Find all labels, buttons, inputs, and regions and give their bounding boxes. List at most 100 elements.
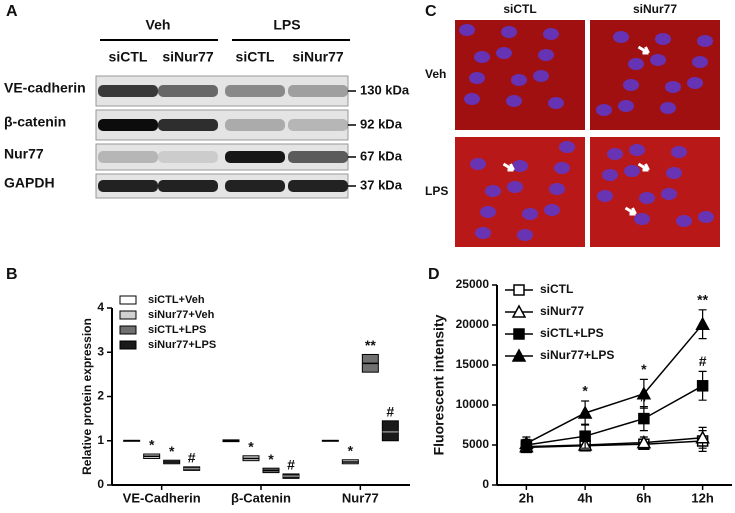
nucleus <box>676 215 692 227</box>
nucleus <box>613 31 629 43</box>
nucleus <box>480 206 496 218</box>
nucleus <box>692 56 708 68</box>
blot-band <box>158 85 218 97</box>
nucleus <box>597 190 613 202</box>
nucleus <box>511 74 527 86</box>
y-tick-label: 0 <box>482 477 489 491</box>
size-label: 130 kDa <box>360 82 410 97</box>
panel-label: C <box>425 3 437 20</box>
x-tick-label: VE-Cadherin <box>123 490 201 505</box>
nucleus <box>517 229 533 241</box>
blot-band <box>158 151 218 163</box>
blot-band <box>288 151 348 163</box>
marker <box>511 348 527 362</box>
nucleus <box>501 26 517 38</box>
legend-label: siCTL <box>540 282 573 296</box>
marker <box>513 328 525 340</box>
size-label: 37 kDa <box>360 177 403 192</box>
blot-band <box>225 180 285 192</box>
marker <box>519 435 534 450</box>
nucleus <box>533 70 549 82</box>
legend-swatch <box>119 340 137 350</box>
nucleus <box>665 81 681 93</box>
panel-label: D <box>428 266 440 283</box>
nucleus <box>470 158 486 170</box>
marker <box>695 430 710 444</box>
row-label: Veh <box>425 67 446 81</box>
blot-band <box>158 180 218 192</box>
nucleus <box>522 208 538 220</box>
marker <box>511 304 527 318</box>
nucleus <box>650 54 666 66</box>
lane-label: siCTL <box>109 49 148 65</box>
nucleus <box>666 167 682 179</box>
legend-label: siNur77+Veh <box>148 309 215 321</box>
y-axis-label: Fluorescent intensity <box>431 314 447 455</box>
nucleus <box>464 93 480 105</box>
y-tick-label: 15000 <box>456 357 490 371</box>
nucleus <box>618 100 634 112</box>
blot-band <box>98 119 158 131</box>
marker <box>579 430 591 442</box>
nucleus <box>639 192 655 204</box>
nucleus <box>634 213 650 225</box>
annotation: * <box>149 437 155 453</box>
series-line <box>526 437 703 448</box>
arrow <box>637 162 650 172</box>
marker <box>696 380 709 392</box>
annotation: * <box>641 361 647 377</box>
lane-label: siCTL <box>236 49 275 65</box>
y-tick-label: 1 <box>97 433 104 447</box>
panel-label: B <box>6 266 18 283</box>
nucleus <box>661 188 677 200</box>
legend-label: siNur77 <box>540 304 584 318</box>
nucleus <box>474 51 490 63</box>
nucleus <box>655 33 671 45</box>
nucleus <box>507 181 523 193</box>
legend-label: siCTL+LPS <box>148 324 206 336</box>
y-tick-label: 20000 <box>456 317 490 331</box>
arrow <box>637 45 650 55</box>
annotation: # <box>386 404 394 420</box>
nucleus <box>697 35 713 47</box>
annotation: * <box>582 383 588 399</box>
y-axis-label: Relative protein expression <box>80 318 94 475</box>
nucleus <box>660 102 676 114</box>
nucleus <box>459 24 475 36</box>
nucleus <box>549 183 565 195</box>
row-label: Nur77 <box>4 146 44 162</box>
y-tick-label: 5000 <box>462 437 489 451</box>
row-label: GAPDH <box>4 175 55 191</box>
blot-band <box>98 151 158 163</box>
nucleus <box>698 211 714 223</box>
nucleus <box>475 227 491 239</box>
arrow <box>502 162 515 172</box>
marker <box>636 386 652 400</box>
marker <box>695 316 710 330</box>
y-tick-label: 3 <box>97 344 104 358</box>
x-tick-label: 4h <box>578 490 593 505</box>
nucleus <box>485 185 501 197</box>
nucleus <box>629 144 645 156</box>
y-tick-label: 25000 <box>456 277 490 291</box>
nucleus <box>512 160 528 172</box>
blot-band <box>288 119 348 131</box>
annotation: * <box>248 438 254 454</box>
nucleus <box>506 95 522 107</box>
marker <box>636 435 652 449</box>
nucleus <box>596 104 612 116</box>
lane-label: siNur77 <box>162 49 214 65</box>
legend-label: siNur77+LPS <box>148 339 216 351</box>
row-label: β-catenin <box>4 114 66 130</box>
nucleus <box>623 79 639 91</box>
nucleus <box>602 169 618 181</box>
group-label: LPS <box>273 17 300 33</box>
nucleus <box>628 58 644 70</box>
annotation: # <box>287 457 295 473</box>
blot-band <box>225 119 285 131</box>
nucleus <box>687 77 703 89</box>
column-label: siCTL <box>503 2 536 16</box>
legend-label: siCTL+LPS <box>540 326 604 340</box>
annotation: # <box>699 353 707 369</box>
